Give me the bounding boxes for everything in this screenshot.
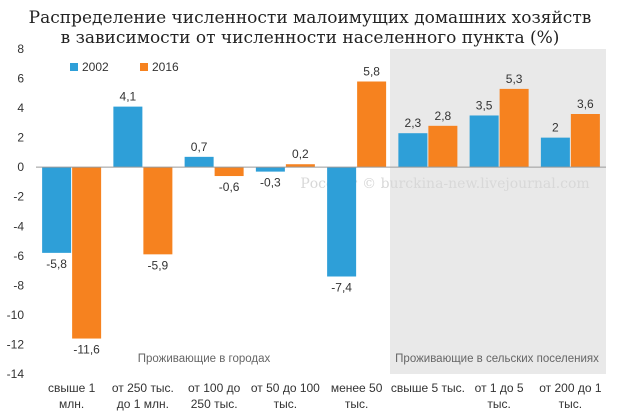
chart-title-line-1: Распределение численности малоимущих дом…: [29, 8, 592, 28]
data-label-2002-3: -0,3: [260, 176, 281, 190]
bar-2002-5: [398, 133, 428, 168]
legend-swatch-2016: [140, 63, 148, 71]
data-label-2016-4: 5,8: [363, 65, 380, 79]
y-tick-label: 2: [17, 131, 24, 145]
region-label-1: Проживающие в сельских поселениях: [395, 353, 599, 365]
bar-2002-2: [184, 156, 214, 168]
bar-2016-6: [499, 88, 529, 168]
category-label-4: менее 50: [331, 381, 383, 395]
y-tick-label: -2: [13, 190, 24, 204]
bar-2002-3: [255, 167, 285, 172]
category-label-7: от 200 до 1: [539, 381, 602, 395]
data-label-2002-4: -7,4: [331, 281, 352, 295]
y-tick-label: 8: [17, 42, 24, 56]
bar-2002-0: [42, 167, 72, 253]
bar-2002-6: [469, 115, 499, 168]
category-label-5: свыше 5 тыс.: [391, 381, 465, 395]
bar-2016-1: [143, 167, 173, 255]
data-label-2002-6: 3,5: [476, 98, 493, 112]
bar-2016-5: [428, 125, 458, 168]
data-label-2016-3: 0,2: [292, 147, 309, 161]
category-label-6: тыс.: [487, 397, 510, 411]
category-label-1: от 250 тыс.: [112, 381, 174, 395]
category-label-3: от 50 до 100: [251, 381, 320, 395]
data-label-2016-5: 2,8: [435, 109, 452, 123]
data-label-2002-5: 2,3: [405, 116, 422, 130]
data-label-2002-1: 4,1: [120, 90, 137, 104]
data-label-2016-6: 5,3: [506, 72, 523, 86]
legend-label-2002: 2002: [82, 60, 109, 74]
category-label-2: 250 тыс.: [191, 397, 238, 411]
bar-2016-4: [357, 81, 387, 168]
watermark: Росстат © burckina-new.livejournal.com: [300, 176, 589, 192]
y-tick-label: -14: [7, 367, 25, 381]
y-tick-label: -6: [13, 249, 24, 263]
category-label-0: млн.: [59, 397, 84, 411]
bar-2002-4: [327, 167, 357, 277]
y-tick-label: -12: [7, 337, 25, 351]
category-label-2: от 100 до: [188, 381, 241, 395]
y-tick-label: -4: [13, 219, 24, 233]
bar-2016-3: [285, 164, 315, 168]
data-label-2002-2: 0,7: [191, 140, 208, 154]
bar-2002-7: [540, 137, 570, 168]
data-label-2016-2: -0,6: [219, 180, 240, 194]
category-label-6: от 1 до 5: [475, 381, 524, 395]
region-background-1: [390, 49, 606, 374]
data-label-2002-0: -5,8: [46, 257, 67, 271]
category-label-3: тыс.: [274, 397, 297, 411]
data-label-2016-0: -11,6: [73, 343, 100, 357]
legend-swatch-2002: [70, 63, 78, 71]
region-label-0: Проживающие в городах: [138, 353, 271, 365]
y-tick-label: -8: [13, 278, 24, 292]
bar-2016-7: [570, 114, 600, 168]
y-tick-label: -10: [7, 308, 25, 322]
data-label-2002-7: 2: [552, 121, 559, 135]
chart-title-line-2: в зависимости от численности населенного…: [61, 28, 560, 48]
legend-label-2016: 2016: [152, 60, 179, 74]
y-tick-label: 6: [17, 72, 24, 86]
data-label-2016-1: -5,9: [148, 258, 169, 272]
category-label-7: тыс.: [559, 397, 582, 411]
y-tick-label: 4: [17, 101, 24, 115]
y-tick-label: 0: [17, 160, 24, 174]
category-label-1: до 1 млн.: [117, 397, 169, 411]
bar-2016-0: [72, 167, 102, 339]
category-label-0: свыше 1: [48, 381, 96, 395]
bar-2002-1: [113, 106, 143, 168]
bar-2016-2: [214, 167, 244, 177]
category-label-4: тыс.: [345, 397, 368, 411]
data-label-2016-7: 3,6: [577, 97, 594, 111]
